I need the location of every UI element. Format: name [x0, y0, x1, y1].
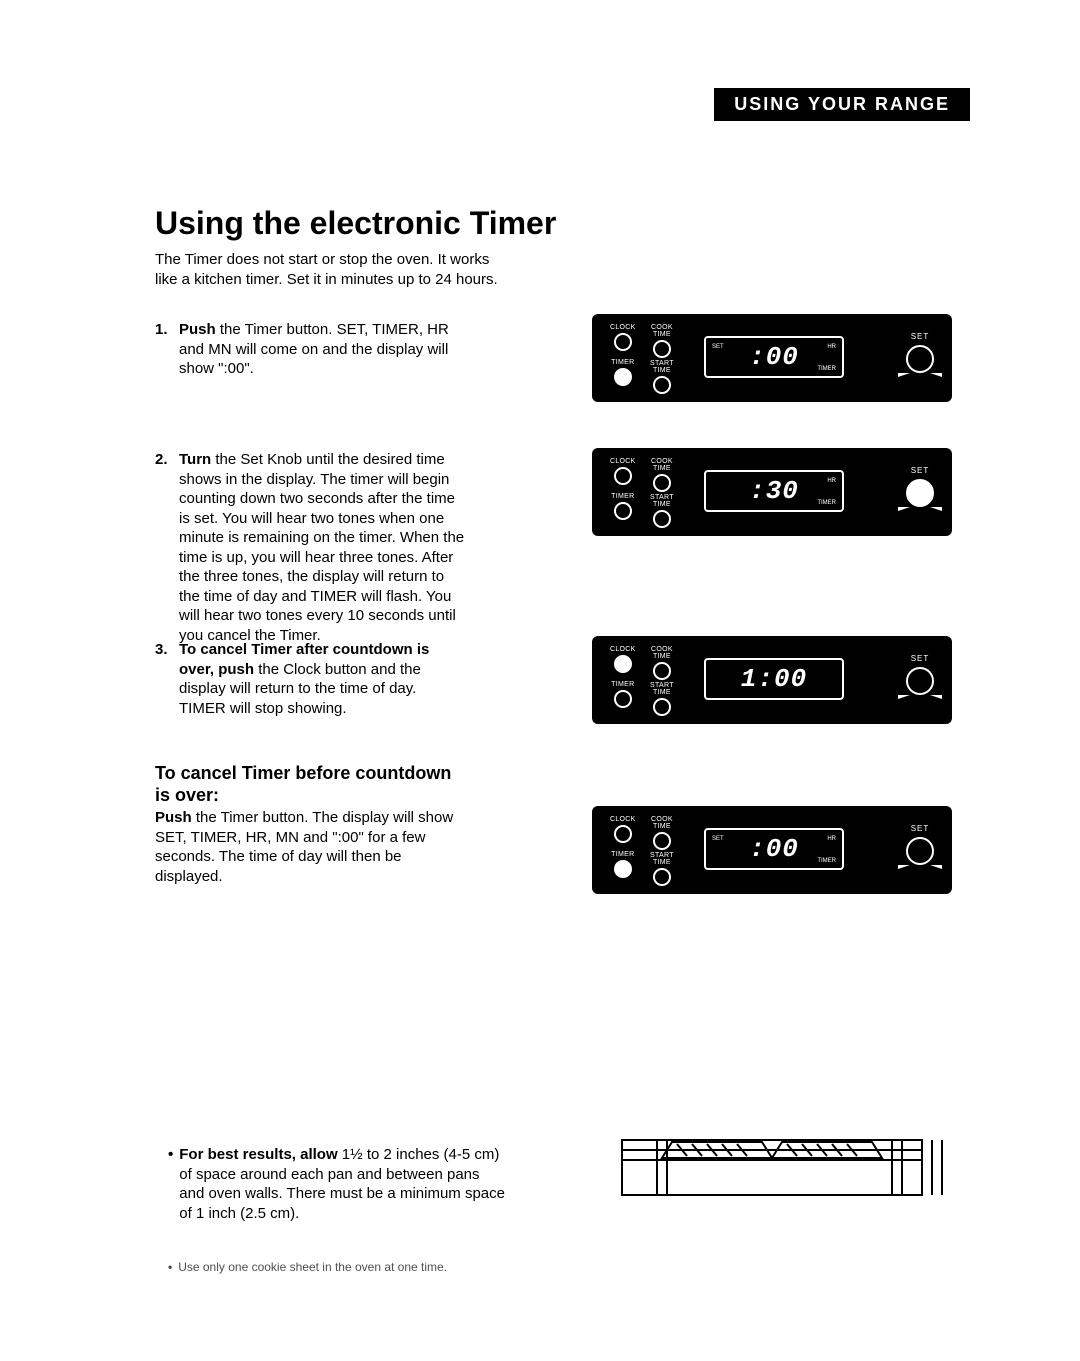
- step-body: the Set Knob until the desired time show…: [179, 451, 464, 644]
- tip-bullet: • For best results, allow 1½ to 2 inches…: [168, 1145, 508, 1223]
- cook-time-label: COOK TIME: [650, 646, 674, 660]
- hr-indicator: HR: [827, 478, 836, 484]
- timer-indicator: TIMER: [817, 858, 836, 864]
- step-number: 2.: [155, 450, 173, 645]
- cook-time-button-icon: [653, 474, 671, 492]
- step-number: 1.: [155, 320, 173, 379]
- set-knob-group: SET: [906, 466, 934, 507]
- timer-button-icon: [614, 690, 632, 708]
- cook-time-button-icon: [653, 832, 671, 850]
- cancel-paragraph: Push the Timer button. The display will …: [155, 808, 465, 886]
- step-number: 3.: [155, 640, 173, 718]
- set-label: SET: [906, 654, 934, 663]
- set-knob-icon: [906, 345, 934, 373]
- display-value: :00: [749, 834, 799, 864]
- bullet-dot: •: [168, 1260, 172, 1274]
- footer-bullet: • Use only one cookie sheet in the oven …: [168, 1260, 568, 1274]
- clock-button-icon: [614, 467, 632, 485]
- display-value: :00: [749, 342, 799, 372]
- set-label: SET: [906, 332, 934, 341]
- display-screen: 1:00: [704, 658, 844, 700]
- clock-label: CLOCK: [610, 646, 636, 653]
- control-panel-4: CLOCK TIMER COOK TIME START TIME SET :00…: [592, 806, 952, 894]
- start-time-label: START TIME: [650, 852, 674, 866]
- cook-time-button-icon: [653, 340, 671, 358]
- start-time-button-icon: [653, 376, 671, 394]
- intro-paragraph: The Timer does not start or stop the ove…: [155, 250, 515, 289]
- clock-button-icon: [614, 655, 632, 673]
- set-knob-icon: [906, 837, 934, 865]
- step-2: 2. Turn the Set Knob until the desired t…: [155, 450, 465, 645]
- hr-indicator: HR: [827, 836, 836, 842]
- oven-rack-diagram: [612, 1130, 952, 1210]
- clock-label: CLOCK: [610, 324, 636, 331]
- timer-label: TIMER: [610, 681, 636, 688]
- cancel-subheading: To cancel Timer before countdown is over…: [155, 763, 465, 806]
- footer-text: Use only one cookie sheet in the oven at…: [178, 1260, 447, 1274]
- timer-button-icon: [614, 368, 632, 386]
- set-knob-icon: [906, 479, 934, 507]
- set-knob-group: SET: [906, 654, 934, 695]
- start-time-button-icon: [653, 510, 671, 528]
- display-value: 1:00: [741, 664, 807, 694]
- start-time-label: START TIME: [650, 494, 674, 508]
- start-time-label: START TIME: [650, 360, 674, 374]
- cancel-body: the Timer button. The display will show …: [155, 809, 453, 885]
- step-text: Push the Timer button. SET, TIMER, HR an…: [179, 320, 465, 379]
- control-panel-3: CLOCK TIMER COOK TIME START TIME 1:00 SE…: [592, 636, 952, 724]
- clock-label: CLOCK: [610, 458, 636, 465]
- start-time-label: START TIME: [650, 682, 674, 696]
- step-3: 3. To cancel Timer after countdown is ov…: [155, 640, 465, 718]
- display-screen: SET :00 HR TIMER: [704, 336, 844, 378]
- cook-time-label: COOK TIME: [650, 816, 674, 830]
- set-knob-group: SET: [906, 332, 934, 373]
- clock-label: CLOCK: [610, 816, 636, 823]
- cook-time-button-icon: [653, 662, 671, 680]
- control-panel-1: CLOCK TIMER COOK TIME START TIME SET :00…: [592, 314, 952, 402]
- page-title: Using the electronic Timer: [155, 205, 556, 242]
- timer-label: TIMER: [610, 851, 636, 858]
- step-1: 1. Push the Timer button. SET, TIMER, HR…: [155, 320, 465, 379]
- step-text: Turn the Set Knob until the desired time…: [179, 450, 465, 645]
- set-label: SET: [906, 824, 934, 833]
- step-bold: Push: [179, 321, 216, 338]
- bullet-text: For best results, allow 1½ to 2 inches (…: [179, 1145, 508, 1223]
- bullet-dot: •: [168, 1145, 173, 1223]
- control-panel-2: CLOCK TIMER COOK TIME START TIME :30 HR …: [592, 448, 952, 536]
- step-body: the Timer button. SET, TIMER, HR and MN …: [179, 321, 449, 377]
- cook-time-label: COOK TIME: [650, 458, 674, 472]
- timer-label: TIMER: [610, 493, 636, 500]
- cancel-bold: Push: [155, 809, 192, 826]
- timer-indicator: TIMER: [817, 366, 836, 372]
- cook-time-label: COOK TIME: [650, 324, 674, 338]
- display-value: :30: [749, 476, 799, 506]
- step-bold: Turn: [179, 451, 211, 468]
- hr-indicator: HR: [827, 344, 836, 350]
- timer-button-icon: [614, 860, 632, 878]
- clock-button-icon: [614, 825, 632, 843]
- display-screen: :30 HR TIMER: [704, 470, 844, 512]
- step-text: To cancel Timer after countdown is over,…: [179, 640, 465, 718]
- section-banner: USING YOUR RANGE: [714, 88, 970, 121]
- set-indicator: SET: [712, 836, 724, 842]
- set-knob-icon: [906, 667, 934, 695]
- timer-indicator: TIMER: [817, 500, 836, 506]
- display-screen: SET :00 HR TIMER: [704, 828, 844, 870]
- start-time-button-icon: [653, 868, 671, 886]
- set-indicator: SET: [712, 344, 724, 350]
- timer-button-icon: [614, 502, 632, 520]
- timer-label: TIMER: [610, 359, 636, 366]
- clock-button-icon: [614, 333, 632, 351]
- set-label: SET: [906, 466, 934, 475]
- set-knob-group: SET: [906, 824, 934, 865]
- bullet-bold: For best results, allow: [179, 1146, 337, 1163]
- start-time-button-icon: [653, 698, 671, 716]
